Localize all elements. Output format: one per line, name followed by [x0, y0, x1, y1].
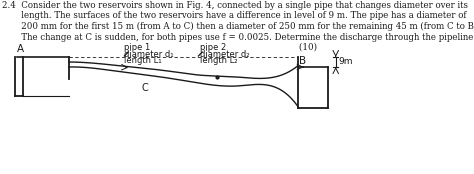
Text: B: B	[299, 56, 306, 66]
Text: 200 mm for the first 15 m (from A to C) then a diameter of 250 mm for the remain: 200 mm for the first 15 m (from A to C) …	[1, 22, 474, 31]
Text: length. The surfaces of the two reservoirs have a difference in level of 9 m. Th: length. The surfaces of the two reservoi…	[1, 11, 466, 21]
Text: pipe 2: pipe 2	[200, 43, 226, 52]
Text: 9m: 9m	[339, 57, 353, 66]
Text: A: A	[17, 44, 24, 54]
Text: 2.4  Consider the two reservoirs shown in Fig. 4, connected by a single pipe tha: 2.4 Consider the two reservoirs shown in…	[1, 1, 467, 10]
Text: length L₂: length L₂	[200, 56, 237, 65]
Text: length L₁: length L₁	[124, 56, 161, 65]
Text: C: C	[142, 83, 148, 93]
Text: diameter d₁: diameter d₁	[124, 50, 173, 59]
Text: diameter d₂: diameter d₂	[200, 50, 249, 59]
Text: The change at C is sudden, for both pipes use f = 0.0025. Determine the discharg: The change at C is sudden, for both pipe…	[1, 33, 474, 42]
Text: pipe 1: pipe 1	[124, 43, 150, 52]
Text: (10): (10)	[1, 43, 317, 52]
